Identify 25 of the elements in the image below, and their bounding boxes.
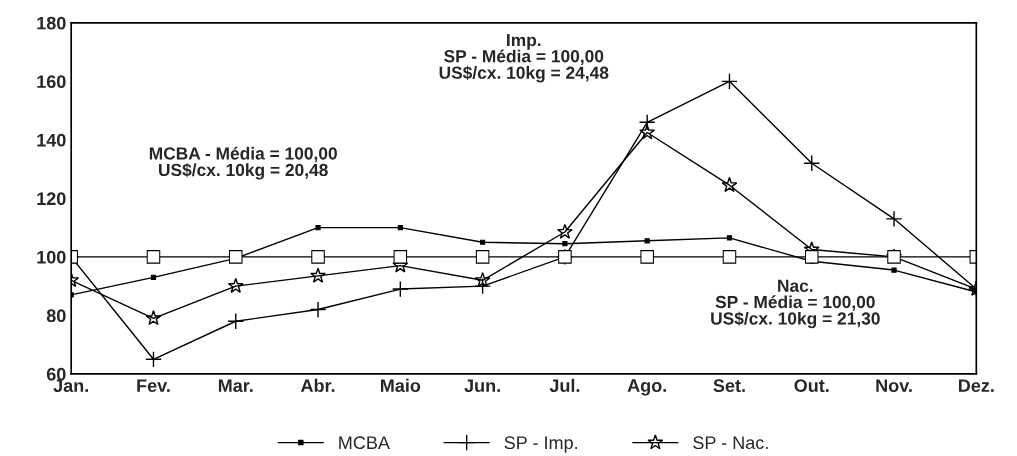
- legend-label: SP - Imp.: [504, 436, 577, 453]
- y-tick-label: 60: [46, 367, 66, 381]
- x-tick-label: Jan.: [53, 379, 89, 393]
- annotation: MCBA - Média = 100,00 US$/cx. 10kg = 20,48: [149, 146, 337, 180]
- legend-label: MCBA: [339, 436, 390, 450]
- x-tick-label: Out.: [794, 379, 829, 393]
- x-tick-label: Ago.: [627, 379, 666, 396]
- x-tick-label: Mar.: [218, 379, 253, 393]
- y-tick-label: 180: [37, 16, 66, 30]
- x-tick-label: Nov.: [876, 379, 912, 393]
- x-tick-label: Abr.: [300, 378, 335, 393]
- y-tick-label: 140: [37, 133, 66, 147]
- x-tick-label: Jun.: [464, 379, 500, 393]
- annotation: Imp. SP - Média = 100,00 US$/cx. 10kg = 24,48: [439, 34, 609, 83]
- y-tick-label: 120: [37, 192, 66, 206]
- x-tick-label: Dez.: [958, 379, 994, 393]
- x-tick-label: Maio: [380, 378, 421, 393]
- y-tick-label: 160: [37, 75, 66, 89]
- legend-label: SP - Nac.: [693, 436, 768, 450]
- x-tick-label: Set.: [713, 379, 745, 393]
- x-tick-label: Jul.: [549, 378, 580, 393]
- y-tick-label: 100: [37, 250, 66, 264]
- annotation: Nac. SP - Média = 100,00 US$/cx. 10kg = 21,30: [711, 279, 880, 329]
- y-tick-label: 80: [46, 309, 66, 323]
- x-tick-label: Fev.: [137, 379, 170, 393]
